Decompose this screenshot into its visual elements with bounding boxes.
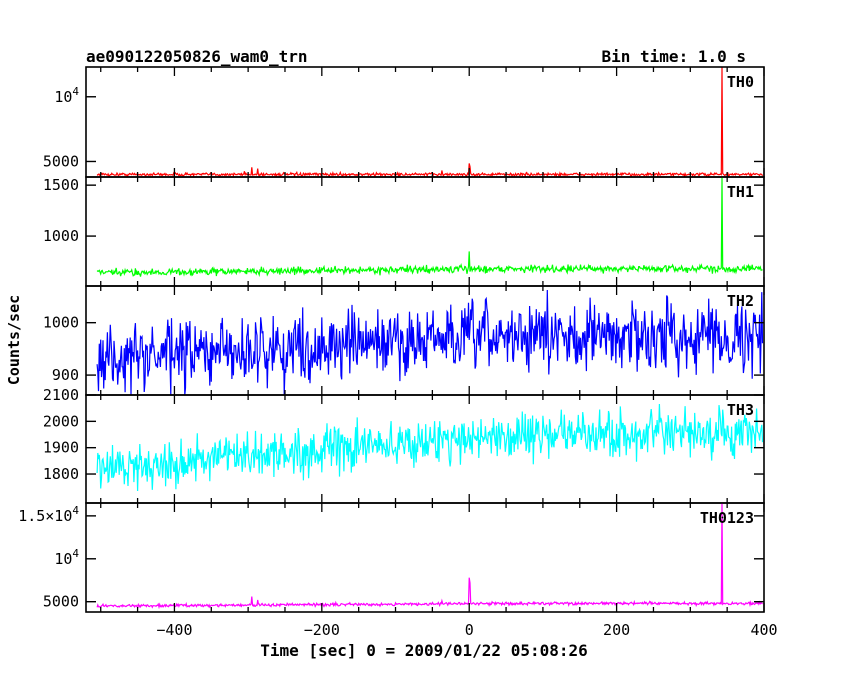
panels-group: TH0 5000 104 TH1 1000 1500 TH2 900 1000 TH3 1800 19… — [18, 66, 778, 639]
series-line-th1 — [96, 176, 763, 278]
series-line-th0123 — [96, 502, 763, 610]
series-line-th2 — [96, 289, 764, 396]
y-tick-label-th0-1: 104 — [54, 85, 79, 106]
x-tick-label-2: 0 — [465, 621, 474, 639]
panel-label-th0123: TH0123 — [700, 509, 754, 527]
series-line-th0 — [96, 66, 764, 179]
y-tick-label-th0123-1: 104 — [54, 547, 79, 568]
y-tick-label-th1-1: 1500 — [43, 176, 79, 194]
panel-frame-th0123 — [85, 502, 765, 613]
x-tick-label-0: −400 — [156, 621, 192, 639]
y-tick-label-th2-1: 1000 — [43, 314, 79, 332]
y-tick-label-th0-0: 5000 — [43, 152, 79, 170]
y-axis-label: Counts/sec — [5, 295, 23, 385]
bin-time-label: Bin time: 1.0 s — [602, 47, 747, 66]
y-tick-label-th0123-0: 5000 — [43, 593, 79, 611]
panel-label-th1: TH1 — [727, 183, 754, 201]
panel-th0: TH0 5000 104 — [43, 66, 765, 179]
y-tick-label-th2-0: 900 — [52, 366, 79, 384]
y-tick-label-th0123-2: 1.5×104 — [18, 504, 79, 525]
x-tick-label-3: 200 — [603, 621, 630, 639]
panel-th0123: TH0123 5000 104 1.5×104 — [18, 502, 765, 613]
series-line-th3 — [96, 403, 764, 492]
x-tick-label-1: −200 — [304, 621, 340, 639]
panel-th1: TH1 1000 1500 — [43, 176, 765, 287]
y-tick-label-th3-3: 2100 — [43, 386, 79, 404]
x-axis-label: Time [sec] 0 = 2009/01/22 05:08:26 — [260, 641, 588, 660]
panel-th3: TH3 1800 1900 2000 2100 — [43, 386, 765, 504]
panel-label-th2: TH2 — [727, 292, 754, 310]
panel-th2: TH2 900 1000 — [43, 285, 765, 396]
y-tick-label-th3-1: 1900 — [43, 439, 79, 457]
y-tick-label-th3-0: 1800 — [43, 465, 79, 483]
y-tick-label-th3-2: 2000 — [43, 412, 79, 430]
panel-frame-th0 — [85, 66, 765, 178]
panel-label-th3: TH3 — [727, 401, 754, 419]
y-tick-label-th1-0: 1000 — [43, 227, 79, 245]
panel-label-th0: TH0 — [727, 73, 754, 91]
chart-title: ae090122050826_wam0_trn — [86, 47, 308, 66]
x-tick-label-4: 400 — [750, 621, 777, 639]
